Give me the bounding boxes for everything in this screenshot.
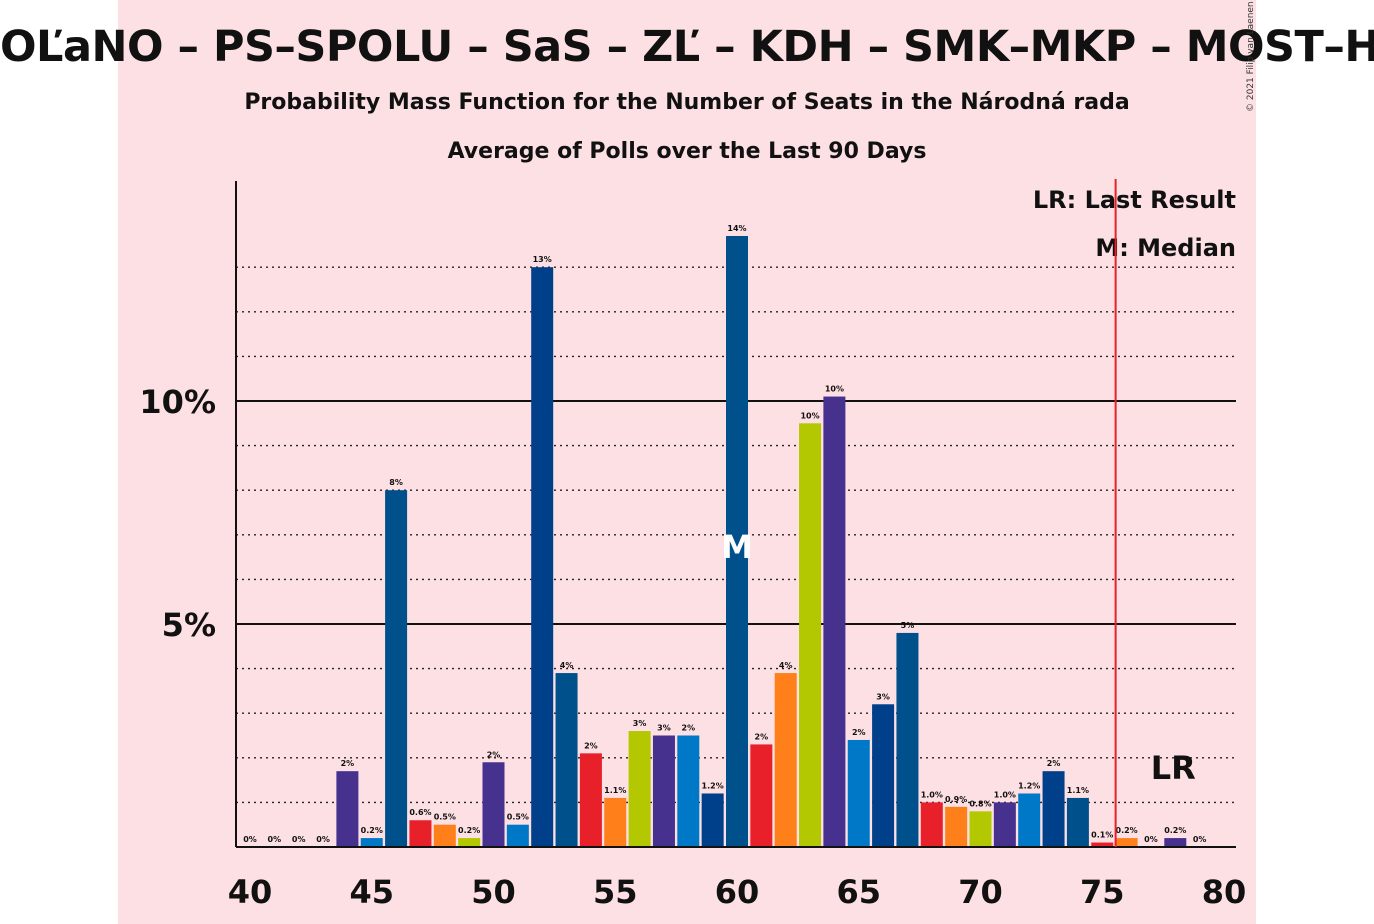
bar-value-label: 0.2% bbox=[361, 826, 383, 835]
bar-value-label: 2% bbox=[341, 759, 355, 768]
bar-value-label: 8% bbox=[389, 478, 403, 487]
bar-value-label: 0% bbox=[316, 835, 330, 844]
bar bbox=[726, 235, 748, 848]
x-tick-label: 60 bbox=[715, 873, 760, 911]
bar-value-label: 2% bbox=[487, 750, 501, 759]
x-tick-label: 65 bbox=[836, 873, 881, 911]
bar-value-label: 1.1% bbox=[1067, 786, 1089, 795]
bar-value-label: 0.5% bbox=[434, 813, 456, 822]
bar-value-label: 1.0% bbox=[921, 790, 943, 799]
bar bbox=[896, 632, 919, 847]
bar-value-label: 2% bbox=[682, 724, 696, 733]
bar bbox=[385, 490, 408, 847]
bar-value-label: 3% bbox=[657, 724, 671, 733]
bar bbox=[920, 802, 943, 847]
x-tick-label: 45 bbox=[349, 873, 394, 911]
legend-median: M: Median bbox=[1095, 234, 1236, 262]
bar-value-label: 0% bbox=[243, 835, 257, 844]
bar bbox=[1042, 771, 1065, 847]
bar bbox=[774, 673, 797, 847]
bar-value-label: 4% bbox=[560, 661, 574, 670]
bar-value-label: 13% bbox=[533, 255, 552, 264]
median-marker: M bbox=[721, 528, 753, 566]
bar-value-label: 5% bbox=[901, 621, 915, 630]
bar bbox=[458, 838, 481, 847]
bar bbox=[872, 704, 895, 847]
bar-value-label: 1.2% bbox=[702, 781, 724, 790]
bar-value-label: 1.2% bbox=[1018, 781, 1040, 790]
bar bbox=[823, 396, 846, 847]
bar bbox=[531, 267, 554, 847]
bar-value-label: 0% bbox=[292, 835, 306, 844]
bar-value-label: 4% bbox=[779, 661, 793, 670]
bar bbox=[604, 797, 627, 847]
bar-value-label: 0% bbox=[1193, 835, 1207, 844]
bar bbox=[433, 824, 456, 847]
bar-value-label: 1.1% bbox=[604, 786, 626, 795]
bar bbox=[555, 673, 578, 847]
chart-subtitle: Probability Mass Function for the Number… bbox=[244, 90, 1130, 115]
bar-value-label: 0.6% bbox=[409, 808, 431, 817]
bar bbox=[945, 806, 968, 847]
bar-value-label: 3% bbox=[876, 692, 890, 701]
chart-subtitle-secondary: Average of Polls over the Last 90 Days bbox=[447, 139, 927, 164]
bar bbox=[677, 735, 700, 847]
bar bbox=[847, 739, 870, 847]
bar-value-label: 0.5% bbox=[507, 813, 529, 822]
bar bbox=[579, 753, 602, 847]
x-tick-label: 50 bbox=[471, 873, 516, 911]
bar-value-label: 2% bbox=[852, 728, 866, 737]
bar-value-label: 2% bbox=[755, 732, 769, 741]
bar-value-label: 10% bbox=[800, 411, 819, 420]
x-tick-label: 75 bbox=[1080, 873, 1125, 911]
bar-value-label: 0.2% bbox=[1164, 826, 1186, 835]
bar bbox=[482, 762, 505, 847]
bar-value-label: 14% bbox=[727, 224, 746, 233]
x-tick-label: 40 bbox=[228, 873, 273, 911]
bar-value-label: 0% bbox=[268, 835, 282, 844]
bar bbox=[799, 423, 822, 847]
bar-value-label: 0.8% bbox=[969, 799, 991, 808]
bar bbox=[1164, 838, 1187, 847]
last-result-marker: LR bbox=[1151, 749, 1196, 787]
legend-last-result: LR: Last Result bbox=[1032, 186, 1236, 214]
bar bbox=[1018, 793, 1041, 847]
bar bbox=[701, 793, 724, 847]
bar bbox=[750, 744, 773, 847]
bar bbox=[360, 838, 383, 847]
bar bbox=[1115, 838, 1138, 847]
bar bbox=[652, 735, 675, 847]
bar-value-label: 3% bbox=[633, 719, 647, 728]
x-tick-label: 80 bbox=[1202, 873, 1247, 911]
bar-value-label: 0.2% bbox=[458, 826, 480, 835]
bar bbox=[1066, 797, 1089, 847]
bar bbox=[993, 802, 1016, 847]
bar bbox=[336, 771, 359, 847]
x-tick-label: 70 bbox=[958, 873, 1003, 911]
chart-title: OĽaNO – PS–SPOLU – SaS – ZĽ – KDH – SMK–… bbox=[0, 22, 1374, 72]
bar bbox=[628, 731, 651, 847]
bar-value-label: 2% bbox=[1047, 759, 1061, 768]
bar-value-label: 0.1% bbox=[1091, 831, 1113, 840]
bar bbox=[409, 820, 432, 847]
bar bbox=[969, 811, 992, 847]
x-tick-label: 55 bbox=[593, 873, 638, 911]
bar-value-label: 10% bbox=[825, 385, 844, 394]
bar-value-label: 0% bbox=[1144, 835, 1158, 844]
y-tick-label: 10% bbox=[139, 383, 216, 421]
bar-value-label: 0.2% bbox=[1116, 826, 1138, 835]
bar-value-label: 1.0% bbox=[994, 790, 1016, 799]
bar-value-label: 0.9% bbox=[945, 795, 967, 804]
bar bbox=[1091, 842, 1114, 847]
bar bbox=[506, 824, 529, 847]
y-tick-label: 5% bbox=[162, 606, 216, 644]
bar-value-label: 2% bbox=[584, 741, 598, 750]
